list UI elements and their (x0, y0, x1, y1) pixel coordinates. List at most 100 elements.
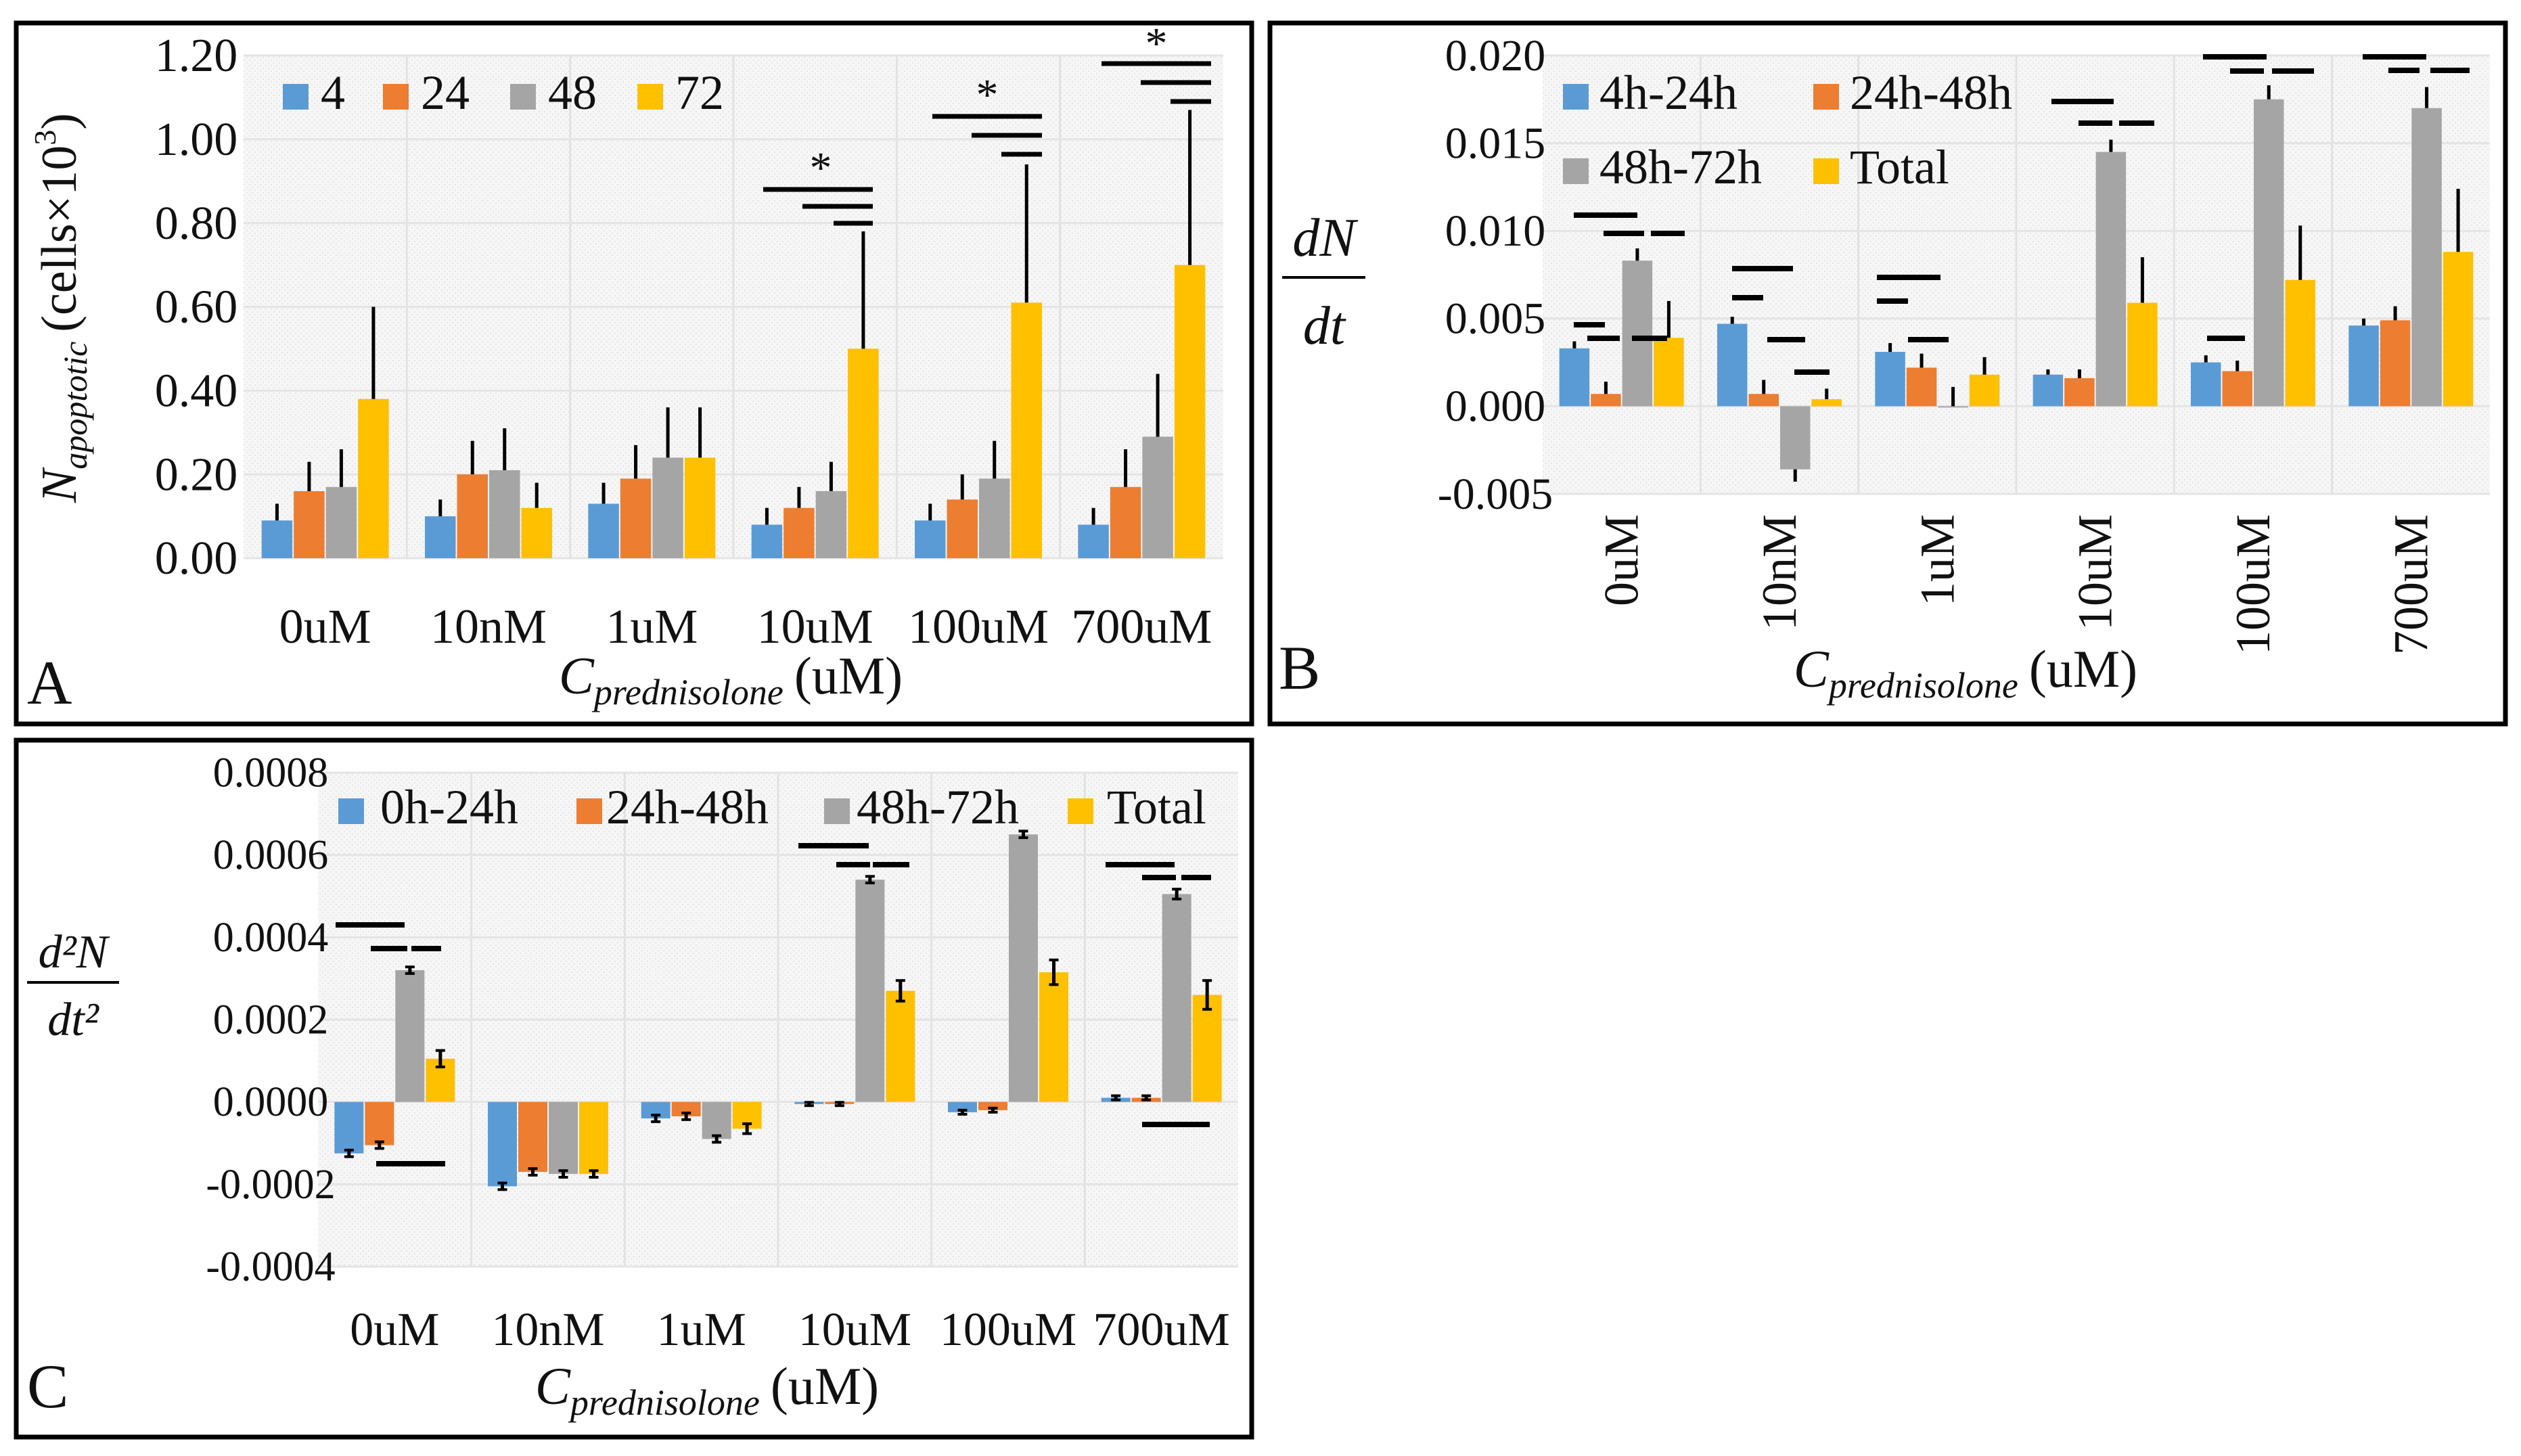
bar-48h-72h-700uM (2411, 108, 2442, 407)
panel-c-frame (14, 737, 1254, 1440)
y-tick-label: 0.015 (1445, 118, 1546, 168)
panel-c-gridlines (318, 771, 1238, 1268)
panel-b-x-axis-label: Cprednisolone (uM) (1794, 639, 2137, 706)
bar-72-10uM (848, 348, 879, 558)
panel-a-label: A (27, 648, 72, 717)
x-tick-label: 10nM (491, 1304, 604, 1356)
panel-a-significance (763, 61, 1211, 226)
panel-a: 0.00 0.20 0.40 0.60 0.80 1.00 1.20 0uM 10nM 1uM 1… (14, 19, 1254, 727)
legend-label-0h-24h: 0h-24h (380, 780, 518, 834)
y-tick-label: -0.005 (1438, 470, 1553, 519)
panel-b-y-ticks: -0.005 0.000 0.005 0.010 0.015 0.020 (1438, 31, 1553, 519)
y-tick-label: 0.80 (155, 198, 238, 250)
bar-24h-48h-0uM (365, 1101, 394, 1145)
legend-label-4: 4 (321, 66, 345, 120)
y-tick-label: 0.000 (1445, 382, 1546, 431)
bar-72-10nM (521, 507, 552, 558)
panel-c: -0.0004 -0.0002 0.0000 0.0002 0.0004 0.0006 0.… (14, 737, 1254, 1440)
panel-a-y-ticks: 0.00 0.20 0.40 0.60 0.80 1.00 1.20 (155, 30, 238, 585)
panel-a-x-axis-label: Cprednisolone (uM) (559, 646, 903, 712)
legend-swatch-4h-24h (1563, 84, 1589, 110)
legend-swatch-48h-72h (1563, 158, 1589, 184)
bar-48-10nM (489, 470, 520, 558)
panel-c-x-ticks: 0uM 10nM 1uM 10uM 100uM 700uM (350, 1304, 1230, 1356)
y-tick-label: 0.0002 (213, 997, 329, 1043)
y-tick-label: 0.40 (155, 365, 238, 417)
bar-48-0uM (325, 486, 357, 558)
y-tick-label: -0.0004 (206, 1244, 335, 1290)
bar-4h-24h-10nM (1717, 323, 1748, 407)
x-tick-label: 10nM (430, 599, 547, 654)
x-tick-label: 100uM (940, 1304, 1076, 1356)
bar-48-1uM (652, 457, 683, 558)
panel-b-y-axis-label: dN dt (1282, 208, 1365, 356)
y-tick-label: 0.0000 (213, 1079, 329, 1125)
x-tick-label: 0uM (279, 599, 371, 654)
bar-4-10nM (425, 516, 456, 558)
panel-c-y-label-denominator: dt² (47, 994, 99, 1046)
bar-0h-24h-0uM (334, 1101, 364, 1154)
bar-24h-48h-100uM (978, 1101, 1007, 1110)
y-tick-label: 1.00 (155, 114, 238, 166)
bar-4-700uM (1078, 524, 1109, 558)
legend-swatch-0h-24h (338, 798, 364, 824)
bar-48h-72h-10uM (855, 880, 885, 1102)
panel-b-significance (1574, 54, 2470, 375)
y-tick-label: 0.0006 (213, 832, 329, 878)
bar-Total-1uM (1969, 374, 2000, 407)
panel-a-frame (14, 20, 1254, 727)
bar-24-1uM (620, 478, 652, 558)
bar-24h-48h-10nM (1748, 394, 1779, 407)
bar-48h-72h-100uM (1009, 834, 1038, 1102)
x-tick-label: 1uM (657, 1304, 746, 1356)
bar-48h-72h-100uM (2254, 99, 2284, 407)
panel-a-y-axis-label: Napoptotic(cells×103) (28, 113, 94, 503)
panel-b-frame (1267, 20, 2508, 727)
bar-4-100uM (915, 520, 946, 558)
significance-star-700uM: * (1145, 19, 1168, 68)
panel-b-bars (1559, 85, 2474, 482)
legend-label-72: 72 (675, 66, 724, 120)
bar-48-700uM (1142, 436, 1173, 558)
x-tick-label: 1uM (606, 599, 698, 654)
legend-label-24: 24 (421, 66, 470, 120)
bar-24h-48h-1uM (671, 1101, 701, 1116)
panel-a-legend: 4 24 48 72 (283, 66, 724, 120)
bar-24-700uM (1110, 486, 1141, 558)
panel-c-x-axis-label: Cprednisolone (uM) (535, 1357, 879, 1423)
bar-24-100uM (947, 499, 978, 558)
bar-24h-48h-700uM (2380, 320, 2411, 407)
bar-4-0uM (261, 520, 293, 558)
bar-48h-72h-1uM (702, 1101, 731, 1139)
legend-swatch-48 (510, 84, 536, 110)
x-tick-label: 10uM (798, 1304, 911, 1356)
panel-c-bars (334, 829, 1222, 1191)
x-tick-label: 100uM (2226, 514, 2280, 655)
bar-48h-72h-10nM (549, 1101, 578, 1175)
y-tick-label: 0.20 (155, 449, 238, 501)
significance-star-10uM: * (810, 143, 832, 193)
bar-Total-10uM (2127, 302, 2158, 407)
y-tick-label: 0.00 (155, 532, 238, 585)
panel-a-gridlines (244, 54, 1223, 560)
bar-Total-10nM (1811, 399, 1842, 407)
x-tick-label: 700uM (1093, 1304, 1230, 1356)
bar-24-10uM (783, 507, 815, 558)
y-tick-label: 0.0004 (213, 915, 329, 961)
panel-b-x-ticks: 0uM 10nM 1uM 10uM 100uM 700uM (1595, 514, 2438, 655)
legend-label-48h-72h: 48h-72h (1599, 140, 1762, 194)
legend-label-48: 48 (548, 66, 597, 120)
bar-24-10nM (457, 474, 488, 558)
x-tick-label: 10uM (757, 599, 873, 654)
x-tick-label: 10nM (1752, 514, 1807, 631)
bar-4-10uM (751, 524, 783, 558)
y-tick-label: 0.0008 (213, 750, 329, 796)
bar-4h-24h-700uM (2348, 325, 2379, 407)
significance-star-100uM: * (976, 70, 999, 120)
bar-24-0uM (294, 491, 325, 558)
bar-24h-48h-10uM (2064, 378, 2095, 407)
x-tick-label: 1uM (1910, 514, 1964, 606)
bar-48h-72h-10uM (2095, 152, 2127, 407)
bar-24h-48h-100uM (2222, 371, 2252, 407)
legend-swatch-total-c (1068, 798, 1093, 824)
